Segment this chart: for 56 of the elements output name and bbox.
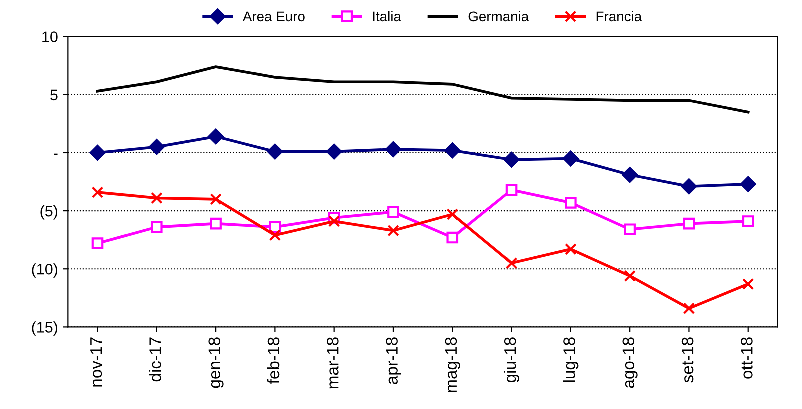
- point: [742, 278, 754, 290]
- y-tick-label: 10: [42, 32, 58, 42]
- point: [565, 197, 577, 209]
- x-tick-label: apr-18: [386, 338, 402, 384]
- x-tick-label: giu-18: [504, 338, 520, 383]
- legend-label: Germania: [468, 11, 530, 22]
- point: [563, 150, 579, 167]
- x-tick-label: mar-18: [327, 338, 339, 389]
- x-tick-label: nov-17: [90, 338, 102, 387]
- legend-label: Italia: [373, 11, 402, 22]
- point: [740, 176, 756, 192]
- point: [622, 167, 638, 183]
- point: [328, 216, 340, 228]
- point: [506, 184, 518, 196]
- point: [504, 152, 520, 168]
- point: [683, 218, 696, 230]
- point: [92, 186, 104, 198]
- x-tick-label: set-18: [682, 338, 694, 383]
- point: [148, 139, 165, 156]
- point: [388, 224, 400, 237]
- legend-label: Area Euro: [242, 12, 305, 22]
- x-tick-label: ago-18: [622, 338, 638, 388]
- point: [90, 145, 106, 161]
- point: [386, 142, 402, 158]
- point: [208, 128, 224, 145]
- x-tick-label: dic-17: [149, 338, 162, 382]
- point: [565, 243, 577, 256]
- point: [269, 230, 282, 242]
- point: [210, 194, 222, 206]
- point: [210, 218, 222, 230]
- point: [624, 270, 636, 282]
- y-tick-label: (15): [32, 322, 58, 336]
- point: [326, 144, 342, 160]
- point: [446, 232, 459, 244]
- point: [446, 208, 459, 220]
- y-tick-label: -: [54, 154, 58, 156]
- point: [150, 192, 163, 204]
- x-tick-label: ott-18: [741, 338, 753, 379]
- point: [444, 142, 461, 159]
- x-tick-label: mag-18: [445, 338, 460, 392]
- y-tick-label: 5: [50, 90, 58, 101]
- x-tick-label: lug-18: [563, 338, 579, 382]
- point: [742, 216, 754, 228]
- legend-label: Francia: [596, 11, 642, 22]
- point: [681, 178, 698, 195]
- y-tick-label: (5): [40, 206, 58, 220]
- point: [683, 302, 696, 315]
- x-tick-label: gen-18: [208, 338, 224, 388]
- point: [506, 257, 518, 270]
- point: [388, 206, 400, 218]
- y-tick-label: (10): [32, 264, 58, 278]
- point: [267, 144, 284, 160]
- x-tick-label: feb-18: [267, 338, 280, 384]
- point: [92, 238, 104, 250]
- point: [624, 224, 636, 236]
- point: [150, 221, 163, 234]
